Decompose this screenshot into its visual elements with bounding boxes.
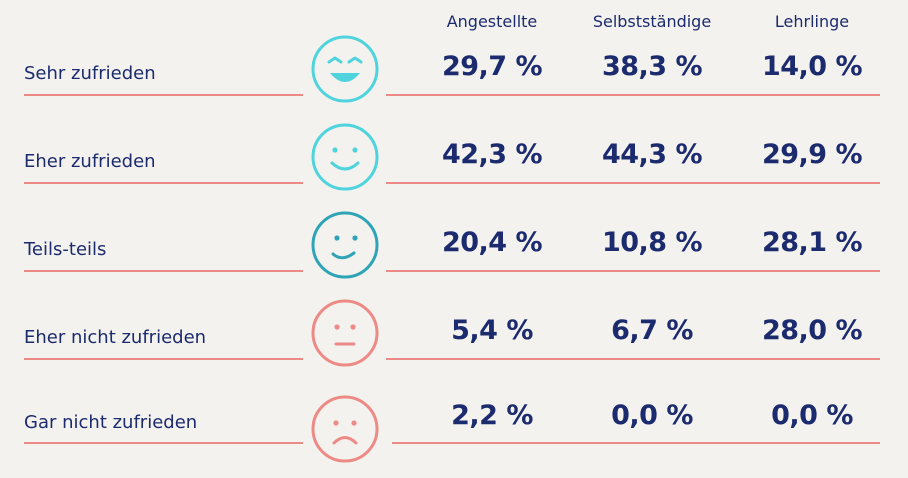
row-divider-left bbox=[24, 358, 303, 360]
value-lehrlinge: 28,1 % bbox=[761, 227, 863, 258]
row-divider-right bbox=[386, 182, 880, 184]
row-divider-right bbox=[386, 94, 880, 96]
table-row: Sehr zufrieden 29,7 % 38,3 % 14,0 % bbox=[0, 30, 908, 118]
value-lehrlinge: 29,9 % bbox=[761, 139, 863, 170]
value-lehrlinge: 14,0 % bbox=[761, 51, 863, 82]
value-selbststaendige: 6,7 % bbox=[611, 315, 693, 346]
value-angestellte: 29,7 % bbox=[441, 51, 543, 82]
row-label: Teils-teils bbox=[24, 239, 107, 260]
value-selbststaendige: 10,8 % bbox=[601, 227, 703, 258]
row-divider-left bbox=[24, 182, 303, 184]
column-header-selbststaendige: Selbstständige bbox=[592, 12, 712, 31]
row-divider-right bbox=[386, 358, 880, 360]
row-divider-left bbox=[24, 270, 303, 272]
neutral-face-icon bbox=[310, 298, 380, 368]
value-angestellte: 42,3 % bbox=[441, 139, 543, 170]
row-label: Gar nicht zufrieden bbox=[24, 412, 198, 433]
sad-face-icon bbox=[310, 394, 380, 464]
row-divider-left bbox=[24, 442, 303, 444]
row-divider-right bbox=[386, 270, 880, 272]
value-selbststaendige: 0,0 % bbox=[611, 400, 693, 431]
row-label: Sehr zufrieden bbox=[24, 63, 156, 84]
row-label: Eher nicht zufrieden bbox=[24, 327, 207, 348]
value-angestellte: 2,2 % bbox=[451, 400, 533, 431]
value-angestellte: 5,4 % bbox=[451, 315, 533, 346]
happy-face-icon bbox=[310, 122, 380, 192]
very-happy-face-icon bbox=[310, 34, 380, 104]
value-angestellte: 20,4 % bbox=[441, 227, 543, 258]
table-row: Eher nicht zufrieden 5,4 % 6,7 % 28,0 % bbox=[0, 294, 908, 382]
value-lehrlinge: 28,0 % bbox=[761, 315, 863, 346]
value-lehrlinge: 0,0 % bbox=[771, 400, 853, 431]
row-divider-left bbox=[24, 94, 303, 96]
row-divider-right bbox=[392, 442, 880, 444]
value-selbststaendige: 44,3 % bbox=[601, 139, 703, 170]
neutral-smile-face-icon bbox=[310, 210, 380, 280]
value-selbststaendige: 38,3 % bbox=[601, 51, 703, 82]
row-label: Eher zufrieden bbox=[24, 151, 156, 172]
table-row: Eher zufrieden 42,3 % 44,3 % 29,9 % bbox=[0, 118, 908, 206]
column-header-lehrlinge: Lehrlinge bbox=[774, 12, 850, 31]
column-header-angestellte: Angestellte bbox=[446, 12, 538, 31]
table-row: Gar nicht zufrieden 2,2 % 0,0 % 0,0 % bbox=[0, 382, 908, 470]
table-row: Teils-teils 20,4 % 10,8 % 28,1 % bbox=[0, 206, 908, 294]
